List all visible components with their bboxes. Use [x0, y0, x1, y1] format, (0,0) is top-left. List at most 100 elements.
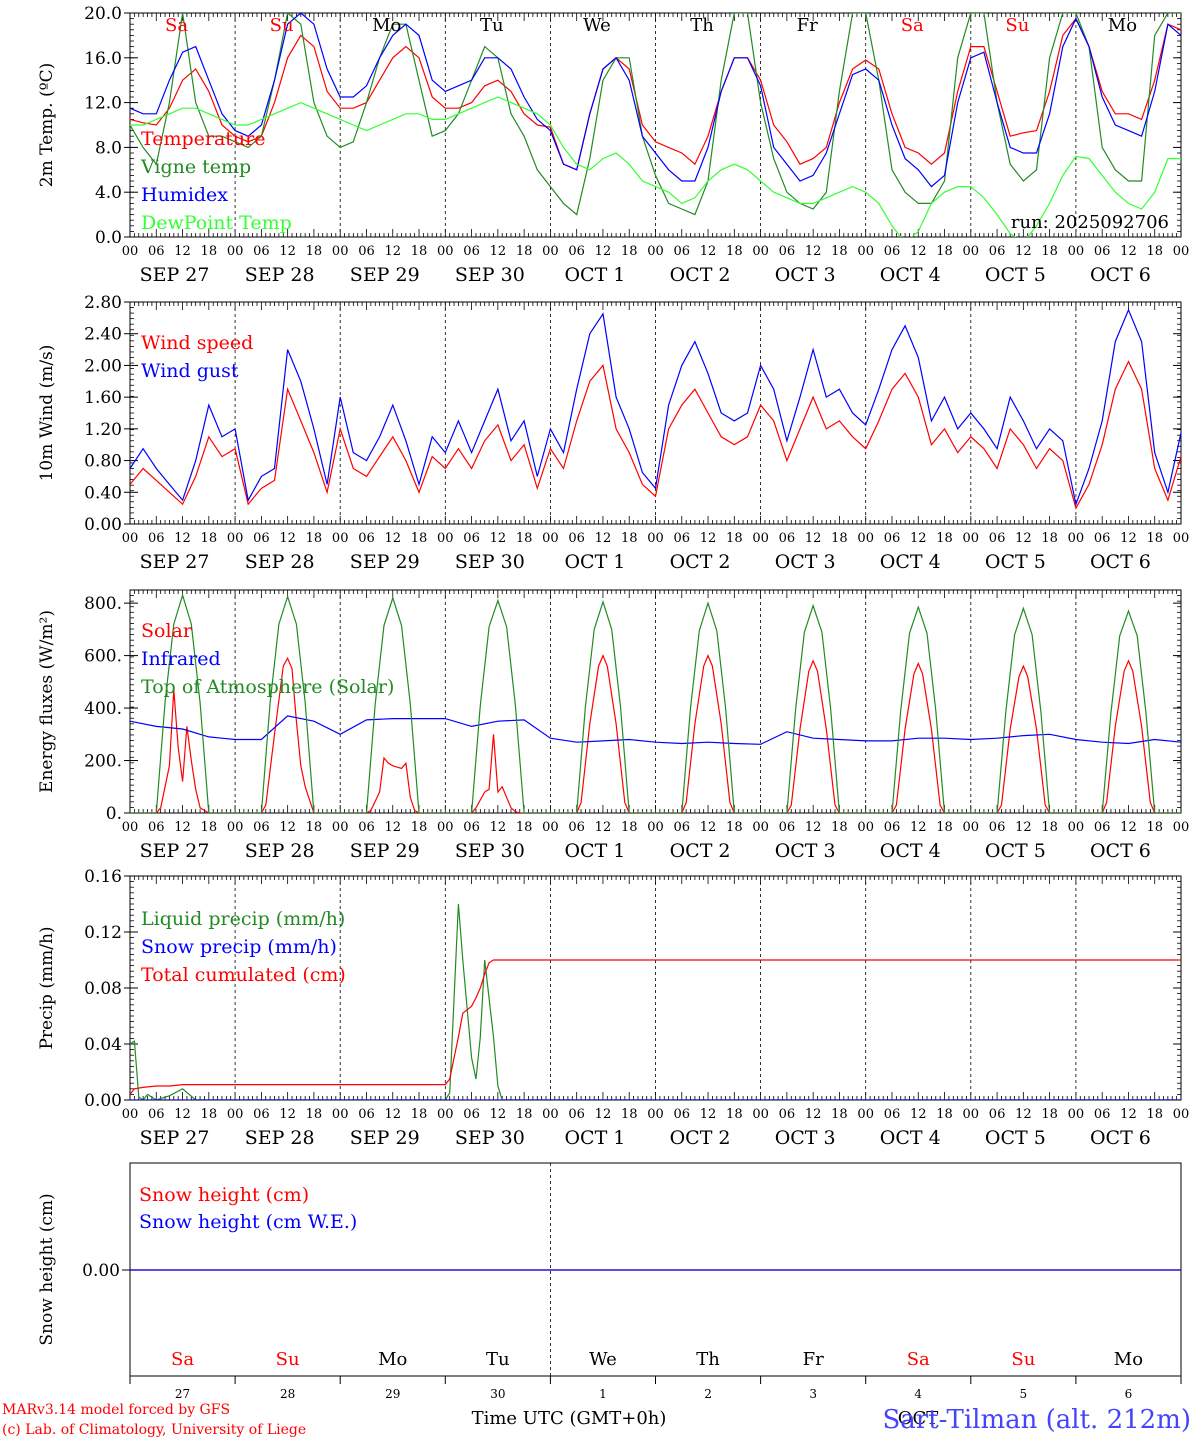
- hour-tick-label: 12: [910, 1107, 927, 1122]
- y-tick-label: 2.80: [84, 293, 122, 313]
- date-label: OCT 6: [1090, 840, 1151, 862]
- date-label: OCT 3: [775, 264, 836, 286]
- date-label: OCT 1: [564, 840, 625, 862]
- hour-tick-label: 18: [831, 820, 848, 835]
- weekday-label: Sa: [901, 15, 924, 36]
- series-wind-gust: [130, 308, 1181, 507]
- hour-tick-label: 00: [963, 244, 980, 259]
- hour-tick-label: 18: [1041, 1107, 1058, 1122]
- y-tick-label: 0.80: [84, 452, 122, 472]
- legend-entry: Temperature: [141, 128, 265, 150]
- y-tick-label: 20.0: [84, 4, 122, 24]
- hour-tick-label: 06: [253, 244, 270, 259]
- weekday-label: Fr: [803, 1349, 824, 1370]
- hour-tick-label: 00: [227, 244, 244, 259]
- hour-tick-label: 06: [1094, 531, 1111, 546]
- y-tick-label: 2.00: [84, 356, 122, 376]
- hour-tick-label: 06: [148, 1107, 165, 1122]
- weekday-label: Fr: [797, 15, 818, 36]
- hour-tick-label: 18: [621, 1107, 638, 1122]
- date-label: SEP 30: [455, 1127, 525, 1149]
- date-label: SEP 29: [350, 264, 420, 286]
- hour-tick-label: 06: [674, 820, 691, 835]
- hour-tick-label: 18: [201, 820, 218, 835]
- station-label: Sart-Tilman (alt. 212m): [882, 1405, 1191, 1435]
- weekday-label: Th: [690, 15, 714, 36]
- y-tick-label: 8.0: [95, 138, 122, 158]
- hour-tick-label: 18: [306, 244, 323, 259]
- hour-tick-label: 06: [674, 1107, 691, 1122]
- hour-tick-label: 12: [805, 820, 822, 835]
- hour-tick-label: 12: [700, 244, 717, 259]
- y-tick-label: 2.40: [84, 325, 122, 345]
- hour-tick-label: 00: [122, 820, 139, 835]
- hour-tick-label: 00: [542, 244, 559, 259]
- hour-tick-label: 18: [831, 244, 848, 259]
- weekday-label: Mo: [378, 1349, 407, 1370]
- date-label: OCT 3: [775, 1127, 836, 1149]
- hour-tick-label: 12: [700, 531, 717, 546]
- date-label: SEP 29: [350, 840, 420, 862]
- hour-tick-label: 06: [1094, 244, 1111, 259]
- hour-tick-label: 00: [857, 531, 874, 546]
- hour-tick-label: 12: [805, 531, 822, 546]
- weekday-label: Mo: [372, 15, 401, 36]
- hour-tick-label: 18: [411, 531, 428, 546]
- hour-tick-label: 06: [568, 244, 585, 259]
- hour-tick-label: 18: [306, 1107, 323, 1122]
- series-temperature: [130, 17, 1181, 171]
- panel-4: 0.00 0.04 0.08 0.12 0.16 Precip (mm/h) Liquid …: [37, 867, 1189, 1149]
- hour-tick-label: 00: [122, 244, 139, 259]
- hour-tick-label: 00: [1068, 244, 1085, 259]
- hour-tick-label: 06: [148, 820, 165, 835]
- day-number-label: 3: [809, 1387, 817, 1401]
- date-label: SEP 28: [245, 551, 315, 573]
- hour-tick-label: 12: [805, 1107, 822, 1122]
- hour-tick-label: 00: [542, 820, 559, 835]
- series-liquid-precip-mm-h-: [130, 903, 1181, 1100]
- y-tick-label: 600.: [84, 647, 122, 667]
- hour-tick-label: 06: [358, 244, 375, 259]
- hour-tick-label: 18: [201, 531, 218, 546]
- hour-tick-label: 18: [1041, 820, 1058, 835]
- hour-tick-label: 12: [384, 244, 401, 259]
- legend-entry: Top of Atmosphere (Solar): [141, 676, 394, 698]
- y-tick-label: 800.: [84, 594, 122, 614]
- hour-tick-label: 18: [726, 1107, 743, 1122]
- hour-tick-label: 12: [1120, 1107, 1137, 1122]
- hour-tick-label: 18: [621, 244, 638, 259]
- legend-entry: Wind gust: [141, 360, 239, 382]
- hour-tick-label: 00: [542, 531, 559, 546]
- hour-tick-label: 18: [306, 820, 323, 835]
- hour-tick-label: 18: [726, 531, 743, 546]
- y-tick-label: 0.12: [84, 923, 122, 943]
- date-label: OCT 1: [564, 551, 625, 573]
- y-axis-title: 10m Wind (m/s): [37, 345, 57, 482]
- date-label: OCT 3: [775, 840, 836, 862]
- hour-tick-label: 06: [674, 531, 691, 546]
- y-tick-label: 0.00: [84, 1091, 122, 1111]
- hour-tick-label: 12: [279, 244, 296, 259]
- hour-tick-label: 12: [384, 1107, 401, 1122]
- hour-tick-label: 12: [910, 820, 927, 835]
- hour-tick-label: 18: [411, 820, 428, 835]
- weekday-label: We: [583, 15, 611, 36]
- day-number-label: 28: [280, 1387, 295, 1401]
- lab-credit: (c) Lab. of Climatology, University of L…: [2, 1422, 306, 1438]
- hour-tick-label: 00: [227, 1107, 244, 1122]
- hour-tick-label: 06: [989, 531, 1006, 546]
- legend-entry: Snow precip (mm/h): [141, 936, 337, 958]
- hour-tick-label: 12: [279, 820, 296, 835]
- hour-tick-label: 06: [779, 820, 796, 835]
- date-label: OCT 4: [880, 840, 941, 862]
- date-label: SEP 30: [455, 264, 525, 286]
- date-label: SEP 29: [350, 551, 420, 573]
- hour-tick-label: 12: [384, 820, 401, 835]
- series-humidex: [130, 13, 1181, 188]
- hour-tick-label: 12: [174, 531, 191, 546]
- date-label: SEP 27: [140, 1127, 210, 1149]
- series-solar: [130, 654, 1181, 813]
- date-label: OCT 4: [880, 551, 941, 573]
- hour-tick-label: 00: [437, 820, 454, 835]
- hour-tick-label: 06: [148, 531, 165, 546]
